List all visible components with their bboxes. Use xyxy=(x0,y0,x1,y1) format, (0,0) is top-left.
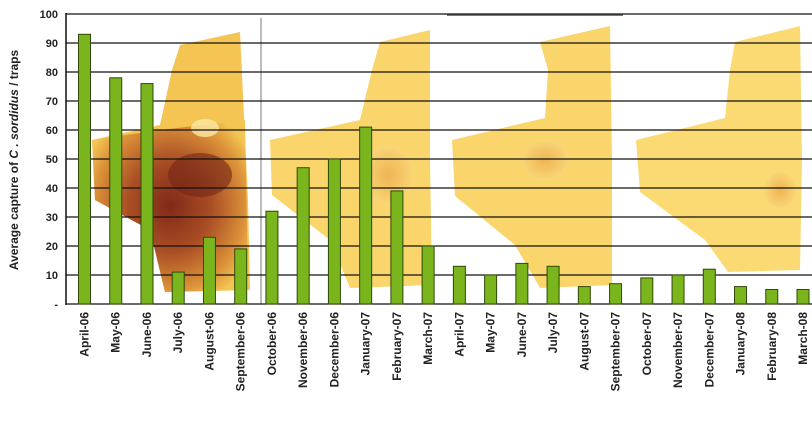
x-tick-label: April-07 xyxy=(452,312,466,357)
y-tick-labels: - 10 20 30 40 50 60 70 80 90 100 xyxy=(40,9,59,311)
y-tick-label: 60 xyxy=(46,125,58,137)
x-tick-label: August-07 xyxy=(577,312,591,371)
x-tick-label: October-07 xyxy=(640,312,654,376)
bar-september-06 xyxy=(234,248,248,305)
x-tick-label: August-06 xyxy=(202,312,216,371)
bar-october-06 xyxy=(265,210,279,305)
bar-january-07 xyxy=(359,126,373,305)
bar-april-06 xyxy=(78,33,91,305)
x-tick-label: February-08 xyxy=(765,312,779,381)
grid xyxy=(66,13,812,305)
bar-july-06 xyxy=(171,271,185,305)
x-tick-label: September-07 xyxy=(609,312,623,392)
x-tick-label: November-06 xyxy=(296,312,310,388)
y-axis-label: Average capture of C . sordidus / traps xyxy=(7,50,21,271)
bar-november-07 xyxy=(671,274,685,305)
x-tick-label: March-08 xyxy=(796,312,810,365)
x-tick-label: October-06 xyxy=(265,312,279,376)
y-tick-label: 80 xyxy=(46,67,58,79)
bar-june-07 xyxy=(515,262,529,305)
bar-may-07 xyxy=(484,274,498,305)
x-tick-label: July-06 xyxy=(171,312,185,354)
y-tick-label: 70 xyxy=(46,96,58,108)
bar-december-06 xyxy=(327,158,341,305)
x-tick-label: April-06 xyxy=(78,312,92,357)
bar-july-07 xyxy=(546,265,560,305)
x-tick-labels: April-06 May-06 June-06 July-06 August-06 Sep… xyxy=(78,312,811,392)
y-tick-label: 100 xyxy=(40,9,58,21)
field-map-4 xyxy=(636,26,802,272)
y-tick-label: 20 xyxy=(46,241,58,253)
x-tick-label: January-07 xyxy=(359,312,373,376)
bars xyxy=(78,33,810,305)
bar-august-06 xyxy=(202,236,216,305)
bar-october-07 xyxy=(640,277,654,305)
bar-april-07 xyxy=(452,265,466,305)
bar-june-06 xyxy=(140,83,154,305)
x-tick-label: March-07 xyxy=(421,312,435,365)
x-tick-label: June-07 xyxy=(515,312,529,358)
bar-february-08 xyxy=(765,289,779,305)
x-tick-label: February-07 xyxy=(390,312,404,381)
y-tick-label: 90 xyxy=(46,38,58,50)
bar-december-07 xyxy=(702,268,716,305)
y-tick-label: 50 xyxy=(46,154,58,166)
x-tick-label: September-06 xyxy=(234,312,248,392)
bar-september-07 xyxy=(609,283,623,305)
y-tick-label: 10 xyxy=(46,270,58,282)
bar-february-07 xyxy=(390,190,404,305)
bar-august-07 xyxy=(577,286,591,305)
x-tick-label: May-06 xyxy=(109,312,123,353)
x-tick-label: May-07 xyxy=(484,312,498,353)
bar-november-06 xyxy=(296,167,310,305)
x-tick-label: December-06 xyxy=(327,312,341,388)
x-tick-label: July-07 xyxy=(546,312,560,354)
y-tick-label: 30 xyxy=(46,212,58,224)
x-tick-label: December-07 xyxy=(702,312,716,388)
x-tick-label: June-06 xyxy=(140,312,154,358)
x-tick-label: January-08 xyxy=(734,312,748,376)
x-tick-label: November-07 xyxy=(671,312,685,388)
bar-may-06 xyxy=(109,77,123,305)
bar-january-08 xyxy=(734,286,748,305)
field-map-3 xyxy=(452,26,612,288)
bar-march-08 xyxy=(796,289,810,305)
y-tick-label: 40 xyxy=(46,183,58,195)
bar-march-07 xyxy=(421,245,435,305)
y-tick-label: - xyxy=(54,299,58,311)
